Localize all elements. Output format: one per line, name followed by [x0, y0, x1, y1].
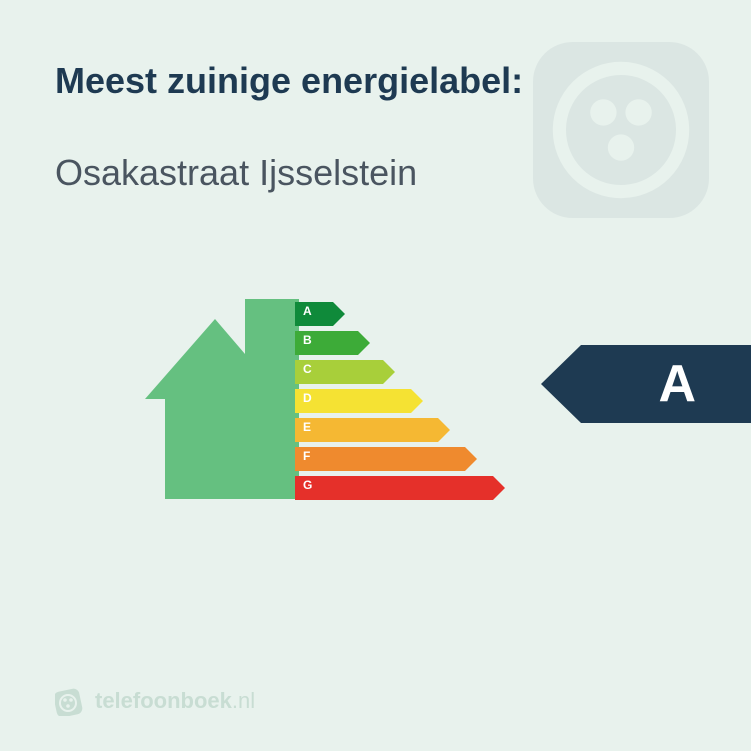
footer-brand-name: telefoonboek	[95, 688, 232, 713]
bar-label: C	[303, 362, 312, 376]
bar-label: D	[303, 391, 312, 405]
bar-label: E	[303, 420, 311, 434]
footer: telefoonboek.nl	[55, 686, 255, 716]
house-icon	[145, 284, 300, 499]
footer-logo-icon	[55, 686, 85, 716]
bar-label: G	[303, 478, 312, 492]
selected-label-badge: A	[541, 345, 751, 423]
energy-bars: A B C D E F G	[295, 299, 505, 502]
energy-bar-d: D	[295, 386, 505, 415]
energy-bar-e: E	[295, 415, 505, 444]
page-subtitle: Osakastraat Ijsselstein	[55, 152, 696, 194]
bar-shape	[295, 418, 450, 442]
footer-brand-tld: .nl	[232, 688, 255, 713]
energy-bar-a: A	[295, 299, 505, 328]
page-title: Meest zuinige energielabel:	[55, 60, 696, 102]
bar-shape	[295, 476, 505, 500]
footer-brand: telefoonboek.nl	[95, 688, 255, 714]
bar-shape	[295, 447, 477, 471]
energy-bar-c: C	[295, 357, 505, 386]
selected-label-letter: A	[658, 354, 696, 414]
main-content: Meest zuinige energielabel: Osakastraat …	[0, 0, 751, 194]
energy-bar-f: F	[295, 444, 505, 473]
bar-shape	[295, 389, 423, 413]
bar-label: B	[303, 333, 312, 347]
bar-label: A	[303, 304, 312, 318]
bar-label: F	[303, 449, 310, 463]
energy-bar-b: B	[295, 328, 505, 357]
energy-bar-g: G	[295, 473, 505, 502]
